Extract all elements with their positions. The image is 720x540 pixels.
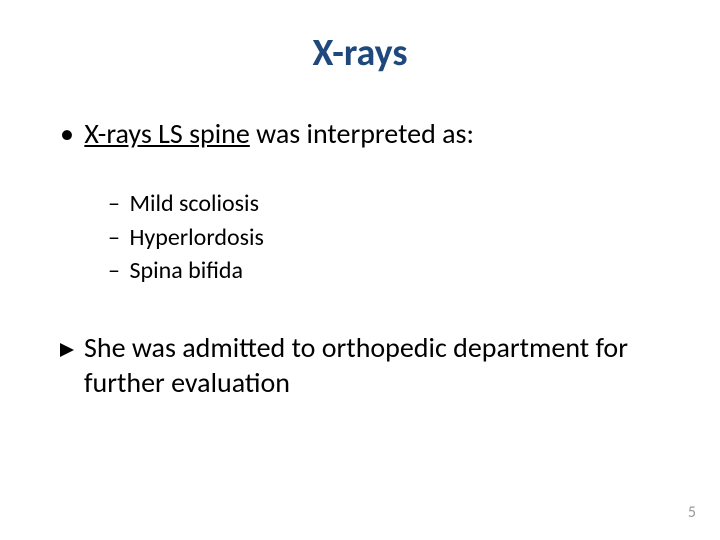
sub-bullet-item: – Mild scoliosis (108, 187, 680, 221)
sub-bullet-item: – Hyperlordosis (108, 221, 680, 255)
dash-icon: – (108, 221, 124, 255)
sub-bullet-text: Hyperlordosis (129, 223, 263, 252)
main-bullet-underlined: X-rays LS spine (84, 116, 249, 151)
arrow-bullet-text: She was admitted to orthopedic departmen… (84, 330, 674, 400)
main-bullet-rest: was interpreted as: (250, 116, 474, 151)
arrow-right-icon (60, 330, 84, 365)
dash-icon: – (108, 187, 124, 221)
sub-bullet-item: – Spina bifida (108, 254, 680, 288)
sub-bullet-text: Spina bifida (129, 256, 243, 285)
sub-bullet-list: – Mild scoliosis – Hyperlordosis – Spina… (108, 187, 680, 288)
main-bullet-text: X-rays LS spine was interpreted as: (84, 116, 474, 151)
slide-title: X-rays (40, 30, 680, 76)
dash-icon: – (108, 254, 124, 288)
arrow-bullet: She was admitted to orthopedic departmen… (60, 330, 680, 400)
bullet-dot-icon: • (60, 116, 78, 151)
page-number: 5 (688, 503, 696, 522)
main-bullet: • X-rays LS spine was interpreted as: (60, 116, 680, 151)
sub-bullet-text: Mild scoliosis (129, 189, 259, 218)
slide: X-rays • X-rays LS spine was interpreted… (0, 0, 720, 540)
